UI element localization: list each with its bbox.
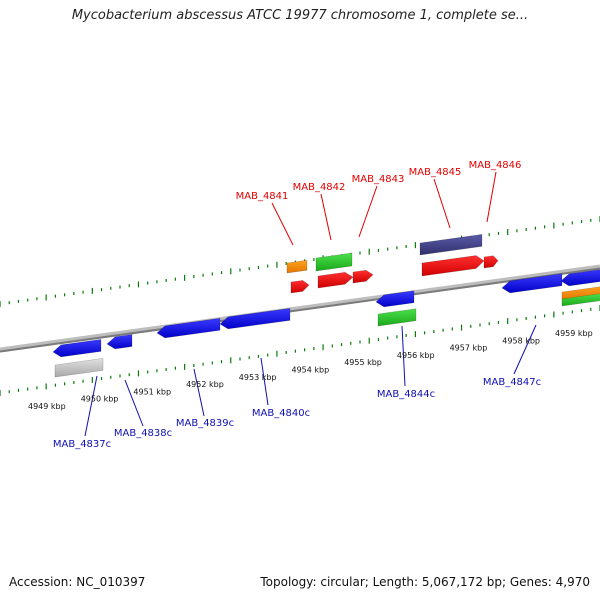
gene-feature-red[interactable] [290, 280, 310, 294]
scale-label: 4953 kbp [239, 373, 277, 382]
scale-label: 4956 kbp [397, 351, 435, 360]
scale-label: 4959 kbp [555, 329, 593, 338]
gene-label-forward-leader [320, 193, 332, 241]
scale-label: 4958 kbp [502, 336, 540, 345]
scale-label: 4950 kbp [81, 395, 119, 404]
gene-feature-green[interactable] [377, 308, 417, 327]
gene-label-reverse: MAB_4839c [176, 418, 234, 429]
gene-label-reverse: MAB_4840c [252, 408, 310, 419]
gene-feature-orange[interactable] [286, 259, 308, 274]
scale-label: 4952 kbp [186, 380, 224, 389]
gene-feature-blue[interactable] [375, 290, 415, 308]
gene-feature-blue[interactable] [106, 334, 133, 350]
scale-label: 4954 kbp [292, 366, 330, 375]
gene-label-reverse-leader [124, 379, 144, 427]
gene-feature-blue[interactable] [52, 339, 102, 358]
gene-label-reverse-leader [193, 368, 205, 417]
gene-labels: MAB_4841 MAB_4842 MAB_4843 MAB_4845 MAB_4846… [53, 160, 541, 450]
gene-feature-red[interactable] [483, 255, 499, 269]
gene-label-reverse: MAB_4847c [483, 377, 541, 388]
gene-feature-blue[interactable] [501, 273, 563, 294]
gene-label-forward: MAB_4846 [469, 160, 522, 171]
gene-feature-red[interactable] [352, 269, 374, 284]
scale-label: 4957 kbp [450, 344, 488, 353]
gene-feature-red[interactable] [317, 271, 354, 289]
gene-features[interactable] [52, 234, 600, 378]
gene-label-forward: MAB_4841 [236, 191, 289, 202]
gene-feature-grey[interactable] [54, 358, 104, 378]
scale-label: 4955 kbp [344, 358, 382, 367]
gene-label-reverse-leader [84, 375, 98, 437]
topology-text: Topology: circular; Length: 5,067,172 bp… [260, 575, 590, 589]
gene-label-reverse-leader [401, 325, 406, 387]
gene-feature-blue[interactable] [156, 317, 221, 339]
gene-label-forward-leader [486, 171, 497, 223]
gene-label-forward: MAB_4845 [409, 167, 462, 178]
accession-text: Accession: NC_010397 [9, 575, 146, 589]
map-title: Mycobacterium abscessus ATCC 19977 chrom… [71, 8, 529, 23]
gene-label-forward-leader [433, 178, 451, 229]
gene-label-forward: MAB_4842 [293, 182, 346, 193]
gene-feature-green[interactable] [561, 293, 600, 307]
gene-label-forward-leader [271, 202, 294, 246]
gene-label-forward: MAB_4843 [352, 174, 405, 185]
gene-label-forward-leader [358, 185, 378, 238]
gene-label-reverse: MAB_4837c [53, 439, 111, 450]
chromosome-backbone-shadow [0, 267, 600, 353]
scale-labels: 4949 kbp 4950 kbp 4951 kbp 4952 kbp 4953 kbp… [28, 329, 593, 411]
gene-label-reverse-leader [513, 324, 537, 375]
gene-feature-purple[interactable] [419, 234, 483, 256]
chromosome-backbone [0, 264, 600, 353]
gene-feature-orange[interactable] [561, 286, 600, 301]
gene-label-reverse: MAB_4838c [114, 428, 172, 439]
scale-tick-track [0, 305, 600, 396]
scale-label: 4951 kbp [133, 387, 171, 396]
gene-label-reverse: MAB_4844c [377, 389, 435, 400]
gene-feature-blue[interactable] [219, 307, 291, 330]
gene-feature-red[interactable] [421, 255, 485, 277]
gene-feature-green[interactable] [315, 252, 353, 272]
scale-label: 4949 kbp [28, 402, 66, 411]
gene-label-reverse-leader [260, 357, 269, 406]
